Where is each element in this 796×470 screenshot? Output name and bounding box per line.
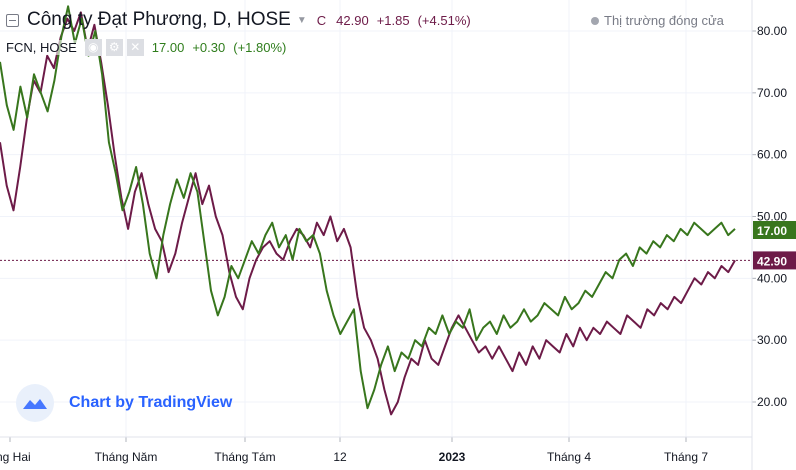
series-line-1[interactable] [0, 5, 736, 410]
x-tick-label: Tháng 7 [664, 450, 708, 464]
y-tick-label: 20.00 [757, 395, 787, 409]
vertical-gridlines [9, 0, 687, 442]
cloud-icon [16, 384, 54, 422]
symbol-title[interactable]: Công ty Đạt Phương, D, HOSE [27, 9, 291, 30]
y-tick-label: 40.00 [757, 271, 787, 285]
last-value-badge-0: 42.90 [753, 251, 796, 270]
quote-value: 42.90 [336, 12, 369, 28]
quote-change-pct: (+4.51%) [417, 12, 471, 28]
compare-symbol[interactable]: FCN, HOSE [6, 40, 77, 55]
market-status: Thị trường đóng cửa [591, 13, 724, 28]
quote-change: +1.85 [376, 12, 410, 28]
y-tick-label: 60.00 [757, 148, 787, 162]
legend-compare: FCN, HOSE ◉ ⚙ ✕ 17.00 +0.30 (+1.80%) [6, 39, 286, 56]
tradingview-watermark[interactable]: Chart by TradingView [16, 384, 232, 422]
x-tick-label: 2023 [439, 450, 466, 464]
compare-value: 17.00 [151, 40, 185, 55]
compare-change: +0.30 [192, 40, 226, 55]
y-tick-label: 30.00 [757, 333, 787, 347]
y-tick-label: 70.00 [757, 86, 787, 100]
legend-main: Công ty Đạt Phương, D, HOSE ▼ C 42.90 +1.8… [6, 9, 471, 31]
compare-quote: 17.00 +0.30 (+1.80%) [152, 40, 287, 55]
last-value-badge-bg [753, 251, 796, 270]
y-tick-label: 50.00 [757, 210, 787, 224]
y-tick-label: 80.00 [757, 24, 787, 38]
x-axis-labels: áng Hai Tháng Năm Tháng Tám 12 2023 Tháng 4 Th… [0, 450, 708, 464]
x-tick-label: áng Hai [0, 450, 31, 464]
horizontal-gridlines [0, 30, 756, 403]
last-value-badge-bg [753, 221, 796, 239]
gear-icon[interactable]: ⚙ [105, 39, 123, 56]
collapse-legend-button[interactable] [6, 13, 19, 27]
x-tick-label: Tháng Tám [214, 450, 275, 464]
x-tick-label: Tháng Năm [95, 450, 158, 464]
close-icon[interactable]: ✕ [126, 39, 144, 56]
last-value-text: 17.00 [757, 224, 787, 238]
last-value-labels: 42.90 17.00 [753, 221, 796, 270]
x-tick-label: 12 [333, 450, 347, 464]
x-tick-label: Tháng 4 [547, 450, 591, 464]
main-quote: C 42.90 +1.85 (+4.51%) [317, 13, 471, 28]
eye-icon[interactable]: ◉ [84, 39, 102, 56]
status-dot-icon [591, 17, 599, 25]
last-value-badge-1: 17.00 [753, 221, 796, 239]
watermark-text: Chart by TradingView [69, 394, 233, 411]
last-value-text: 42.90 [757, 254, 787, 268]
compare-change-pct: (+1.80%) [233, 40, 287, 55]
series-line-0[interactable] [0, 11, 736, 416]
chevron-down-icon[interactable]: ▼ [296, 14, 307, 26]
y-axis-labels: 80.00 70.00 60.00 50.00 40.00 30.00 20.00 [757, 24, 787, 409]
quote-label: C [316, 12, 327, 28]
market-status-text: Thị trường đóng cửa [604, 13, 724, 28]
series-lines [0, 5, 736, 416]
